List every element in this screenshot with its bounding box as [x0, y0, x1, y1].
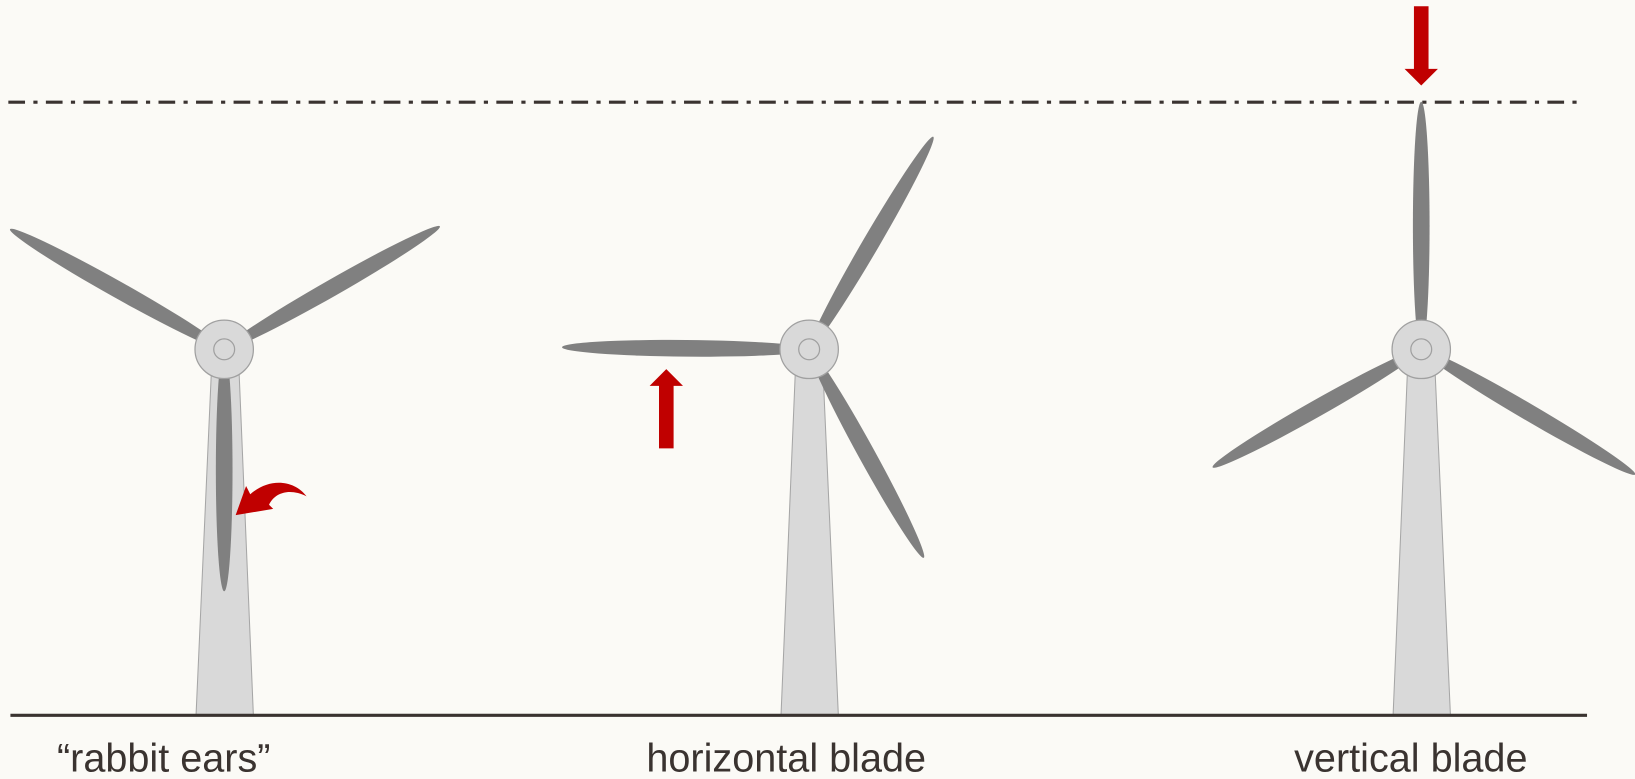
blade [216, 349, 233, 591]
turbine-label: vertical blade [1294, 737, 1527, 779]
hub-center [799, 339, 820, 360]
hub-center [214, 339, 235, 360]
hub-center [1411, 339, 1432, 360]
diagram: “rabbit ears” horizontal blade vertical … [0, 0, 1635, 779]
turbine-label: “rabbit ears” [57, 737, 271, 779]
blade [1413, 102, 1430, 350]
turbine-label: horizontal blade [646, 737, 926, 779]
